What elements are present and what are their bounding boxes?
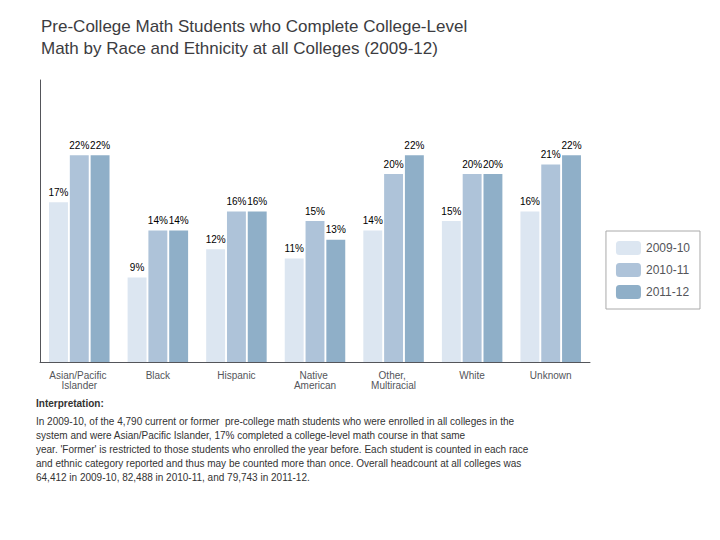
svg-text:2010-11: 2010-11	[646, 263, 689, 277]
svg-text:Native: Native	[299, 369, 331, 381]
svg-text:15%: 15%	[305, 206, 325, 217]
svg-text:22%: 22%	[90, 140, 110, 151]
svg-text:22%: 22%	[69, 140, 89, 151]
svg-text:16%: 16%	[247, 196, 267, 207]
svg-text:American: American	[294, 380, 336, 391]
svg-text:White: White	[459, 370, 485, 381]
svg-text:Islander: Islander	[61, 380, 97, 391]
svg-text:Other,: Other,	[378, 369, 409, 381]
svg-text:14%: 14%	[363, 215, 383, 226]
svg-text:Asian/Pacific: Asian/Pacific	[49, 369, 110, 381]
svg-text:Interpretation:: Interpretation:	[36, 398, 104, 409]
svg-text:20%: 20%	[483, 159, 503, 170]
svg-text:22%: 22%	[562, 140, 582, 151]
svg-text:2011-12: 2011-12	[646, 285, 689, 299]
svg-text:In 2009-10, of the 4,790 curre: In 2009-10, of the 4,790 current or form…	[36, 416, 517, 427]
svg-text:Black: Black	[146, 370, 171, 381]
svg-text:Unknown: Unknown	[530, 370, 572, 381]
svg-text:17%: 17%	[48, 187, 68, 198]
svg-text:16%: 16%	[520, 196, 540, 207]
svg-text:20%: 20%	[384, 159, 404, 170]
svg-text:year. 'Former' is restricted t: year. 'Former' is restricted to those st…	[36, 444, 529, 455]
svg-text:2009-10: 2009-10	[646, 241, 690, 255]
svg-text:16%: 16%	[226, 196, 246, 207]
svg-text:12%: 12%	[206, 234, 226, 245]
svg-text:64,412 in 2009-10, 82,488 in 2: 64,412 in 2009-10, 82,488 in 2010-11, an…	[36, 472, 310, 483]
svg-text:21%: 21%	[541, 149, 561, 160]
svg-text:Multiracial: Multiracial	[371, 380, 416, 391]
svg-text:22%: 22%	[404, 140, 424, 151]
svg-text:Pre-College Math Students who: Pre-College Math Students who Complete C…	[41, 17, 467, 36]
svg-text:20%: 20%	[462, 159, 482, 170]
svg-text:system and were Asian/Pacific: system and were Asian/Pacific Islander, …	[36, 430, 466, 441]
svg-text:14%: 14%	[169, 215, 189, 226]
svg-text:Math by Race and Ethnicity at: Math by Race and Ethnicity at all Colleg…	[41, 39, 438, 58]
svg-text:14%: 14%	[148, 215, 168, 226]
svg-text:9%: 9%	[130, 262, 145, 273]
svg-text:13%: 13%	[326, 224, 346, 235]
svg-text:11%: 11%	[285, 243, 304, 254]
svg-text:and ethnic category reported a: and ethnic category reported and thus ma…	[36, 458, 521, 469]
svg-text:15%: 15%	[441, 206, 461, 217]
svg-text:Hispanic: Hispanic	[217, 370, 255, 381]
